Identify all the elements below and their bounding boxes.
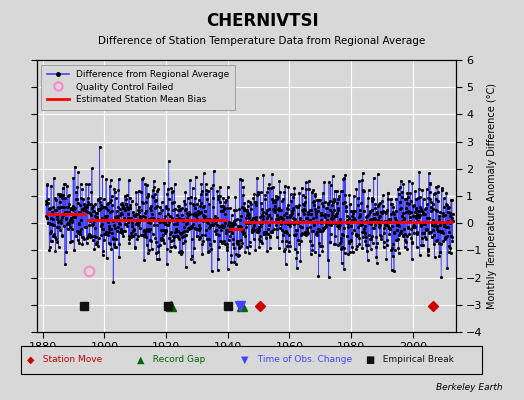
Text: ◆: ◆ <box>27 355 34 365</box>
Text: Empirical Break: Empirical Break <box>377 356 454 364</box>
Text: Record Gap: Record Gap <box>147 356 205 364</box>
Text: ◆: ◆ <box>27 355 34 365</box>
Text: Station Move: Station Move <box>37 356 102 364</box>
Text: Difference of Station Temperature Data from Regional Average: Difference of Station Temperature Data f… <box>99 36 425 46</box>
Text: ▼: ▼ <box>242 355 249 365</box>
Text: ■: ■ <box>365 355 375 365</box>
Text: Empirical Break: Empirical Break <box>377 356 454 364</box>
Y-axis label: Monthly Temperature Anomaly Difference (°C): Monthly Temperature Anomaly Difference (… <box>487 83 497 309</box>
Text: Time of Obs. Change: Time of Obs. Change <box>252 356 352 364</box>
Text: ▲: ▲ <box>137 355 144 365</box>
Text: ■: ■ <box>365 355 375 365</box>
Text: ▼: ▼ <box>242 355 249 365</box>
Text: Station Move: Station Move <box>37 356 102 364</box>
Legend: Difference from Regional Average, Quality Control Failed, Estimated Station Mean: Difference from Regional Average, Qualit… <box>41 64 235 110</box>
Text: Time of Obs. Change: Time of Obs. Change <box>252 356 352 364</box>
Text: Berkeley Earth: Berkeley Earth <box>436 383 503 392</box>
Text: Record Gap: Record Gap <box>147 356 205 364</box>
Text: CHERNIVTSI: CHERNIVTSI <box>206 12 318 30</box>
Text: ▲: ▲ <box>137 355 144 365</box>
